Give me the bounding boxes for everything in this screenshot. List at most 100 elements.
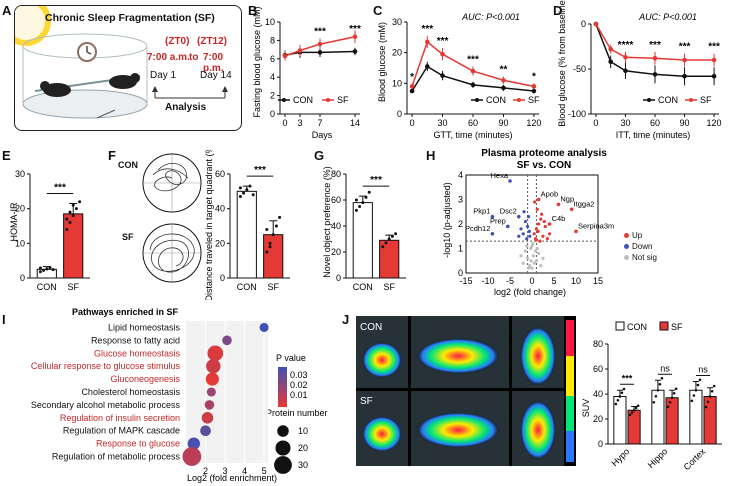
volcano-point-up bbox=[538, 239, 542, 243]
legend-sf: SF bbox=[337, 95, 349, 105]
y-tick-label: 10 bbox=[392, 78, 402, 88]
volcano-point-not-sig bbox=[537, 251, 541, 255]
individual-point bbox=[384, 241, 388, 245]
x-axis-label: log2 (fold change) bbox=[494, 287, 566, 297]
y-tick-label: -50 bbox=[573, 64, 586, 74]
enrichment-dot bbox=[201, 412, 214, 424]
significance-label: *** bbox=[370, 175, 382, 186]
individual-point bbox=[251, 193, 255, 197]
volcano-point-not-sig bbox=[535, 246, 539, 251]
individual-point bbox=[367, 190, 371, 194]
individual-point bbox=[630, 411, 634, 414]
x-tick-label: 10 bbox=[571, 276, 581, 286]
gene-label: Pcdh12 bbox=[465, 224, 490, 233]
labeled-point bbox=[569, 207, 574, 212]
y-tick-label: -100 bbox=[568, 109, 586, 119]
data-point bbox=[352, 49, 358, 54]
panel-C-label: C bbox=[373, 3, 383, 18]
time-to: to bbox=[189, 52, 199, 63]
volcano-point-down bbox=[528, 234, 532, 238]
legend: CON SF bbox=[643, 95, 712, 105]
data-point bbox=[501, 77, 506, 83]
individual-point bbox=[65, 227, 69, 231]
y-tick-label: 30 bbox=[15, 169, 25, 179]
track-sf bbox=[142, 223, 202, 283]
volcano-point-up bbox=[535, 207, 539, 211]
individual-point bbox=[698, 378, 702, 382]
legend-con: CON bbox=[627, 322, 647, 332]
gene-label: Dsc2 bbox=[500, 207, 517, 216]
data-point bbox=[608, 59, 613, 65]
gene-label: Apob bbox=[541, 190, 559, 199]
individual-point bbox=[68, 221, 72, 225]
pathway-label: Regulation of MAPK cascade bbox=[63, 426, 180, 436]
data-point bbox=[501, 85, 506, 91]
panel-A-label: A bbox=[2, 3, 12, 18]
individual-point bbox=[708, 395, 712, 398]
legend: CON SF bbox=[471, 95, 540, 105]
individual-point bbox=[672, 391, 676, 395]
volcano-point-not-sig bbox=[530, 244, 534, 248]
size-legend-dot bbox=[277, 425, 289, 437]
enrichment-dot bbox=[187, 437, 200, 450]
bar-con bbox=[352, 202, 373, 279]
x-tick-label: 120 bbox=[707, 118, 722, 128]
data-point bbox=[409, 84, 415, 89]
volcano-point-not-sig bbox=[530, 266, 534, 270]
x-tick-label: CON bbox=[353, 282, 373, 292]
legend-down: Down bbox=[632, 242, 653, 251]
volcano-point-down bbox=[522, 210, 526, 214]
x-tick-label: 2 bbox=[203, 466, 208, 476]
individual-point bbox=[238, 195, 242, 199]
pathway-label: Cellular response to glucose stimulus bbox=[31, 361, 181, 371]
volcano-point-up bbox=[542, 219, 546, 224]
y-tick-label: 30 bbox=[392, 17, 402, 27]
day-start: Day 1 bbox=[150, 70, 177, 81]
y-tick-label: 20 bbox=[593, 414, 603, 424]
gene-label: Prep bbox=[490, 216, 506, 225]
enrichment-dot bbox=[205, 372, 219, 386]
volcano-point-not-sig bbox=[523, 249, 527, 253]
individual-point bbox=[68, 210, 72, 214]
significance-label: *** bbox=[649, 40, 661, 51]
individual-point bbox=[654, 394, 658, 398]
volcano-point-down bbox=[525, 237, 529, 241]
significance-label: *** bbox=[467, 54, 479, 65]
y-axis-label: -log10 (p-adjusted) bbox=[442, 182, 452, 258]
data-point bbox=[623, 55, 628, 60]
individual-point bbox=[45, 267, 49, 271]
individual-point bbox=[620, 391, 624, 395]
volcano-point-not-sig bbox=[526, 266, 531, 270]
x-tick-label: 7 bbox=[317, 118, 322, 128]
individual-point bbox=[354, 208, 358, 212]
individual-point bbox=[618, 395, 622, 398]
data-point bbox=[425, 64, 430, 69]
x-tick-label: 30 bbox=[438, 118, 448, 128]
y-tick-label: 0 bbox=[336, 273, 341, 283]
y-axis-label: SUV bbox=[581, 399, 591, 418]
data-point bbox=[531, 84, 537, 89]
x-tick-label: SF bbox=[267, 282, 279, 292]
panel-F-label: F bbox=[108, 148, 116, 163]
data-point bbox=[711, 57, 717, 63]
individual-point bbox=[78, 200, 82, 204]
y-tick-label: 60 bbox=[593, 364, 603, 374]
volcano-point-not-sig bbox=[529, 259, 533, 263]
y-axis-label: Fasting blood glucose (mM) bbox=[252, 6, 262, 117]
volcano-point-up bbox=[545, 237, 549, 241]
individual-point bbox=[364, 195, 368, 199]
individual-point bbox=[268, 245, 272, 249]
individual-point bbox=[38, 270, 42, 274]
data-point bbox=[317, 50, 323, 55]
volcano-point-up bbox=[536, 229, 540, 233]
significance-label: *** bbox=[349, 24, 361, 35]
panel-G-label: G bbox=[314, 148, 325, 163]
pathway-label: Regulation of metabolic process bbox=[52, 452, 181, 462]
y-tick-label: 40 bbox=[593, 389, 603, 399]
significance-label: * bbox=[410, 72, 414, 83]
data-point bbox=[470, 82, 476, 88]
individual-point bbox=[278, 215, 282, 219]
distance-target-chart: Distance traveled in target quadrant (%)… bbox=[204, 150, 290, 300]
individual-point bbox=[48, 266, 52, 270]
panel-B-label: B bbox=[248, 3, 258, 18]
